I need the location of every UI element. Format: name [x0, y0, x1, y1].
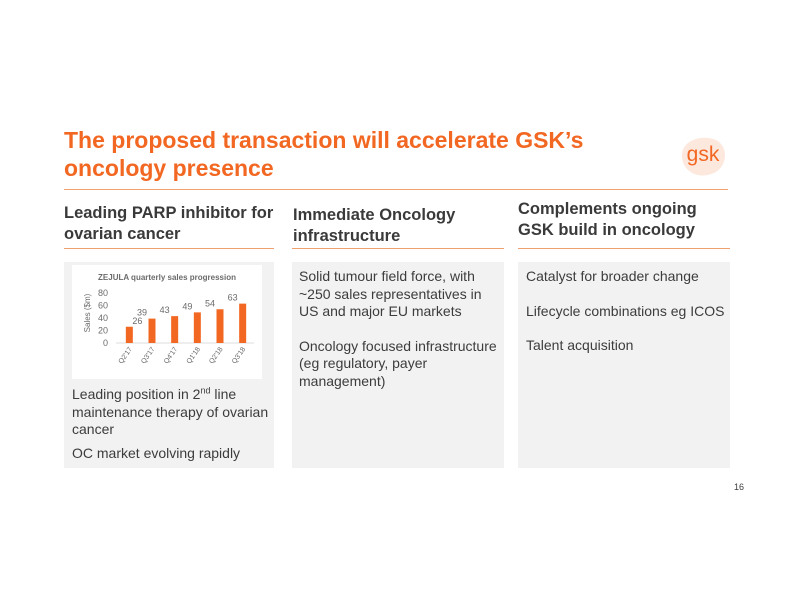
chart-x-tick-label: Q3'17 [140, 346, 156, 365]
chart-title: ZEJULA quarterly sales progression [98, 273, 236, 282]
chart-data-label: 49 [182, 301, 192, 311]
chart-y-tick-label: 60 [98, 301, 108, 311]
chart-bar [216, 309, 224, 343]
chart-y-tick-label: 0 [103, 338, 108, 348]
chart-x-tick-label: Q1'18 [186, 346, 202, 365]
chart-bar [125, 326, 133, 343]
gsk-logo: gsk [681, 137, 725, 176]
chart-y-axis-label: Sales ($m) [83, 293, 92, 332]
chart-x-tick-label: Q2'17 [118, 346, 134, 365]
column-2-point-1: Solid tumour field force, with ~250 sale… [299, 268, 482, 319]
column-2-point-2: Oncology focused infrastructure (eg regu… [299, 337, 497, 389]
chart-bar [193, 312, 201, 343]
chart-y-tick-label: 80 [98, 288, 108, 298]
column-3-point-3: Talent acquisition [526, 337, 634, 353]
column-3-point-2: Lifecycle combinations eg ICOS [526, 302, 725, 319]
chart-data-label: 43 [160, 305, 170, 315]
chart-bar [239, 303, 247, 343]
slide-title: The proposed transaction will accelerate… [64, 127, 584, 181]
chart-bar [171, 316, 179, 343]
sales-chart-svg: ZEJULA quarterly sales progression Sales… [83, 273, 254, 365]
column-1-point-2: OC market evolving rapidly [72, 444, 241, 461]
column-1-heading: Leading PARP inhibitor for ovarian cance… [64, 204, 274, 243]
page-number: 16 [733, 482, 744, 492]
column-3-heading: Complements ongoing GSK build in oncolog… [518, 200, 697, 239]
chart-data-label: 39 [137, 308, 147, 318]
column-1-divider [64, 248, 274, 249]
sales-chart: ZEJULA quarterly sales progression Sales… [72, 265, 262, 379]
chart-data-label: 26 [132, 316, 142, 326]
chart-x-tick-label: Q2'18 [208, 346, 224, 365]
column-2-panel: Solid tumour field force, with ~250 sale… [292, 262, 504, 468]
chart-data-label: 63 [228, 293, 238, 303]
column-3-divider [518, 248, 730, 249]
column-3-point-1: Catalyst for broader change [526, 268, 699, 284]
column-1-point-1: Leading position in 2nd line maintenance… [72, 385, 269, 437]
svg-text:gsk: gsk [687, 143, 720, 166]
column-2-divider [292, 248, 504, 249]
chart-x-tick-label: Q4'17 [163, 346, 179, 365]
title-divider [64, 189, 728, 190]
chart-bar [148, 318, 156, 343]
chart-y-tick-label: 40 [98, 313, 108, 323]
column-3-panel: Catalyst for broader change Lifecycle co… [518, 262, 730, 468]
chart-y-tick-label: 20 [98, 326, 108, 336]
column-2-heading: Immediate Oncology infrastructure [293, 206, 456, 245]
chart-x-tick-label: Q3'18 [231, 346, 247, 365]
chart-data-label: 54 [205, 298, 215, 308]
